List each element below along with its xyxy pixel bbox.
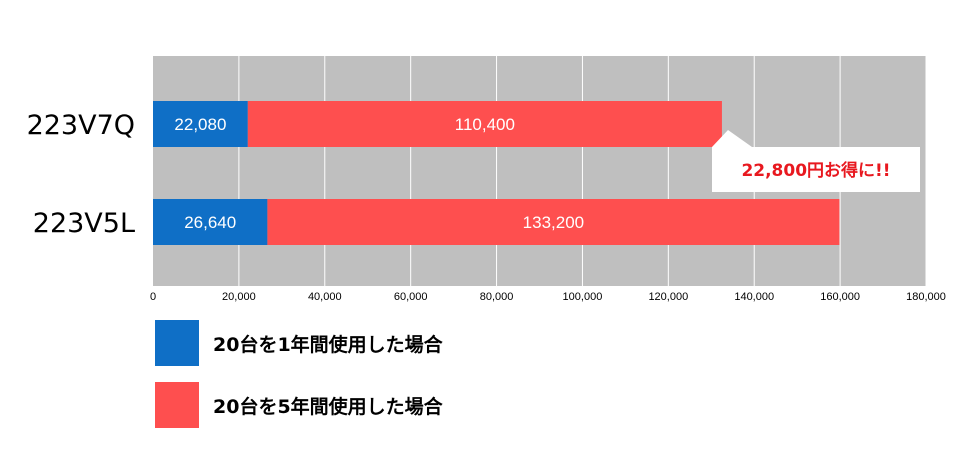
category-label: 223V7Q xyxy=(27,110,135,141)
callout-text: 22,800円お得に!! xyxy=(741,160,890,181)
legend-label-1-year: 20台を1年間使用した場合 xyxy=(213,333,443,356)
legend: 20台を1年間使用した場合 20台を5年間使用した場合 xyxy=(155,320,443,444)
x-tick-label: 160,000 xyxy=(820,291,860,303)
bar-segment xyxy=(153,199,268,245)
x-tick-label: 0 xyxy=(150,291,156,303)
x-tick-label: 40,000 xyxy=(308,291,342,303)
legend-item-5-year: 20台を5年間使用した場合 xyxy=(155,382,443,428)
bar-segment xyxy=(153,101,248,147)
x-tick-label: 100,000 xyxy=(563,291,603,303)
data-label: 133,200 xyxy=(523,213,584,232)
category-label: 223V5L xyxy=(33,208,135,239)
x-tick-label: 180,000 xyxy=(906,291,946,303)
callout-bubble xyxy=(712,130,920,192)
bars: 22,080 110,400 26,640 133,200 xyxy=(153,101,840,245)
legend-swatch-1-year xyxy=(155,320,199,366)
x-tick-label: 120,000 xyxy=(648,291,688,303)
callout: 22,800円お得に!! xyxy=(712,130,920,192)
bar-chart: 22,080 110,400 26,640 133,200 0 20,000 40,000… xyxy=(27,56,946,303)
gridlines xyxy=(238,56,927,286)
x-tick-label: 60,000 xyxy=(394,291,428,303)
x-tick-label: 80,000 xyxy=(480,291,514,303)
x-axis-ticks: 0 20,000 40,000 60,000 80,000 100,000 120,000 1… xyxy=(150,291,946,303)
x-tick-label: 140,000 xyxy=(734,291,774,303)
data-label: 26,640 xyxy=(184,213,236,232)
data-label: 22,080 xyxy=(174,115,226,134)
x-tick-label: 20,000 xyxy=(222,291,256,303)
legend-label-5-year: 20台を5年間使用した場合 xyxy=(213,395,443,418)
category-labels: 223V7Q 223V5L xyxy=(27,110,135,239)
legend-item-1-year: 20台を1年間使用した場合 xyxy=(155,320,443,366)
bar-segment xyxy=(267,199,840,245)
legend-swatch-5-year xyxy=(155,382,199,428)
bar-segment xyxy=(247,101,722,147)
data-label: 110,400 xyxy=(455,115,515,134)
